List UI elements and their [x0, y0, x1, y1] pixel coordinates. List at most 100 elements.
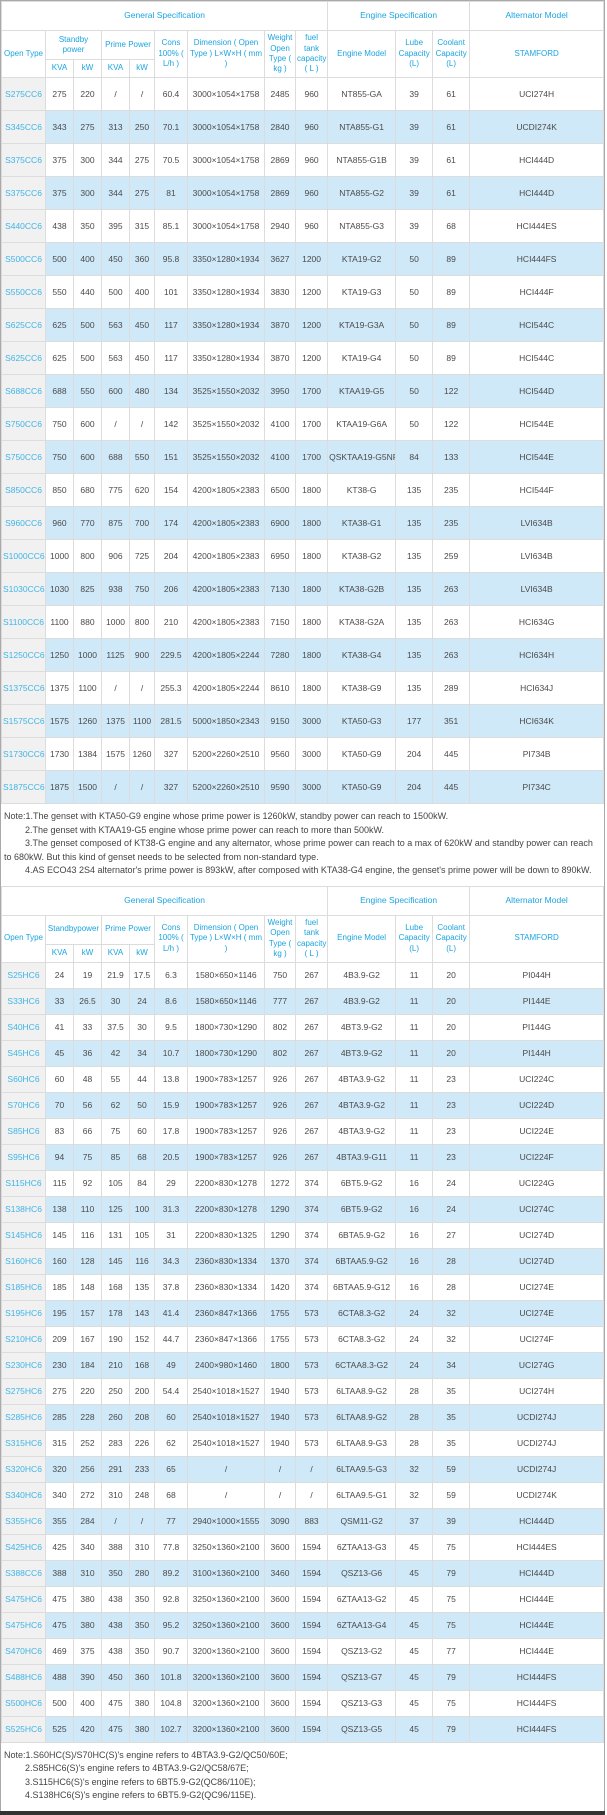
- model-link[interactable]: S1875CC6: [3, 782, 45, 792]
- model-link[interactable]: S960CC6: [5, 518, 42, 528]
- data-cell: 573: [294, 1351, 329, 1379]
- data-cell: 380: [129, 1715, 155, 1743]
- model-link[interactable]: S850CC6: [5, 485, 42, 495]
- data-cell: 60.4: [154, 77, 188, 111]
- model-link[interactable]: S1030CC6: [3, 584, 45, 594]
- data-cell: 4BTA3.9-G2: [327, 1117, 397, 1145]
- data-cell: 1575: [101, 737, 130, 771]
- model-link[interactable]: S275CC6: [5, 89, 42, 99]
- data-cell: 117: [154, 341, 188, 375]
- model-link[interactable]: S470HC6: [5, 1646, 42, 1656]
- data-cell: 1800: [294, 671, 329, 705]
- model-link[interactable]: S500CC6: [5, 254, 42, 264]
- model-link[interactable]: S195HC6: [5, 1308, 42, 1318]
- header-engine-specification: Engine Specification: [327, 885, 471, 916]
- data-cell: 17.5: [129, 961, 155, 989]
- data-cell: HCI444FS: [469, 1663, 605, 1691]
- data-cell: 2360×830×1334: [187, 1273, 265, 1301]
- data-cell: /: [129, 407, 155, 441]
- model-link[interactable]: S160HC6: [5, 1256, 42, 1266]
- data-cell: 573: [294, 1299, 329, 1327]
- data-cell: /: [129, 671, 155, 705]
- data-cell: 54.4: [154, 1377, 188, 1405]
- model-link[interactable]: S388CC6: [5, 1568, 42, 1578]
- model-link[interactable]: S355HC6: [5, 1516, 42, 1526]
- data-cell: HCI544D: [469, 374, 605, 408]
- model-link[interactable]: S425HC6: [5, 1542, 42, 1552]
- model-link[interactable]: S320HC6: [5, 1464, 42, 1474]
- model-link[interactable]: S340HC6: [5, 1490, 42, 1500]
- data-cell: 400: [73, 1689, 102, 1717]
- data-cell: 75: [432, 1611, 471, 1639]
- model-link[interactable]: S375CC6: [5, 155, 42, 165]
- model-link[interactable]: S345CC6: [5, 122, 42, 132]
- data-cell: 50: [395, 341, 434, 375]
- data-cell: 6ZTAA13-G3: [327, 1533, 397, 1561]
- model-link[interactable]: S138HC6: [5, 1204, 42, 1214]
- model-link[interactable]: S33HC6: [7, 996, 40, 1006]
- data-cell: 1800: [294, 638, 329, 672]
- data-cell: 5000×1850×2343: [187, 704, 265, 738]
- model-link[interactable]: S625CC6: [5, 320, 42, 330]
- model-link[interactable]: S85HC6: [7, 1126, 40, 1136]
- data-cell: 350: [129, 1585, 155, 1613]
- model-link[interactable]: S210HC6: [5, 1334, 42, 1344]
- data-cell: 6CTAA8.3-G2: [327, 1351, 397, 1379]
- header-column-row: Open Type Standbypower Prime Power Cons …: [1, 914, 605, 963]
- note-line: Note:1.S60HC(S)/S70HC(S)'s engine refers…: [4, 1749, 288, 1760]
- model-link[interactable]: S550CC6: [5, 287, 42, 297]
- model-link[interactable]: S475HC6: [5, 1620, 42, 1630]
- model-link[interactable]: S1375CC6: [3, 683, 45, 693]
- data-cell: KTA19-G4: [327, 341, 397, 375]
- data-cell: /: [101, 407, 130, 441]
- model-link[interactable]: S275HC6: [5, 1386, 42, 1396]
- data-cell: 56: [73, 1091, 102, 1119]
- model-cell: S1875CC6: [1, 770, 46, 804]
- model-link[interactable]: S285HC6: [5, 1412, 42, 1422]
- model-link[interactable]: S688CC6: [5, 386, 42, 396]
- data-cell: 45: [395, 1663, 434, 1691]
- model-link[interactable]: S1575CC6: [3, 716, 45, 726]
- model-link[interactable]: S500HC6: [5, 1698, 42, 1708]
- column-header-dimension: Dimension ( Open Type ) L×W×H ( mm ): [187, 30, 265, 78]
- model-link[interactable]: S60HC6: [7, 1074, 40, 1084]
- model-link[interactable]: S315HC6: [5, 1438, 42, 1448]
- model-link[interactable]: S115HC6: [5, 1178, 42, 1188]
- model-link[interactable]: S625CC6: [5, 353, 42, 363]
- model-link[interactable]: S525HC6: [5, 1724, 42, 1734]
- model-link[interactable]: S230HC6: [5, 1360, 42, 1370]
- model-link[interactable]: S45HC6: [7, 1048, 40, 1058]
- model-link[interactable]: S1730CC6: [3, 749, 45, 759]
- table-row: S475HC6 475 380 438 350 92.8 3250×1360×2100 360…: [1, 1585, 605, 1613]
- data-cell: 92.8: [154, 1585, 188, 1613]
- model-link[interactable]: S1100CC6: [3, 617, 44, 627]
- model-link[interactable]: S185HC6: [5, 1282, 42, 1292]
- model-link[interactable]: S40HC6: [7, 1022, 40, 1032]
- table-row: S625CC6 625 500 563 450 117 3350×1280×1934 3870…: [1, 308, 605, 342]
- model-link[interactable]: S475HC6: [5, 1594, 42, 1604]
- data-cell: 750: [129, 572, 155, 606]
- data-cell: NT855-GA: [327, 77, 397, 111]
- model-link[interactable]: S1000CC6: [3, 551, 45, 561]
- model-link[interactable]: S750CC6: [5, 419, 42, 429]
- model-link[interactable]: S375CC6: [5, 188, 42, 198]
- data-cell: 2200×830×1325: [187, 1221, 265, 1249]
- model-link[interactable]: S488HC6: [5, 1672, 42, 1682]
- data-cell: 44: [129, 1065, 155, 1093]
- model-link[interactable]: S145HC6: [5, 1230, 42, 1240]
- model-link[interactable]: S70HC6: [7, 1100, 40, 1110]
- data-cell: 400: [129, 275, 155, 309]
- data-cell: 95.8: [154, 242, 188, 276]
- data-cell: 4BTA3.9-G2: [327, 1065, 397, 1093]
- note-line: 4.S138HC6(S)'s engine refers to 6BT5.9-G…: [25, 1790, 257, 1800]
- data-cell: 75: [432, 1689, 471, 1717]
- model-link[interactable]: S25HC6: [7, 970, 40, 980]
- model-link[interactable]: S1250CC6: [3, 650, 45, 660]
- data-cell: 34.3: [154, 1247, 188, 1275]
- model-link[interactable]: S95HC6: [7, 1152, 40, 1162]
- table-row: S115HC6 115 92 105 84 29 2200×830×1278 1272 374 6…: [1, 1169, 605, 1197]
- data-cell: 4200×1805×2383: [187, 539, 265, 573]
- model-link[interactable]: S750CC6: [5, 452, 42, 462]
- model-link[interactable]: S440CC6: [5, 221, 42, 231]
- data-cell: 600: [73, 407, 102, 441]
